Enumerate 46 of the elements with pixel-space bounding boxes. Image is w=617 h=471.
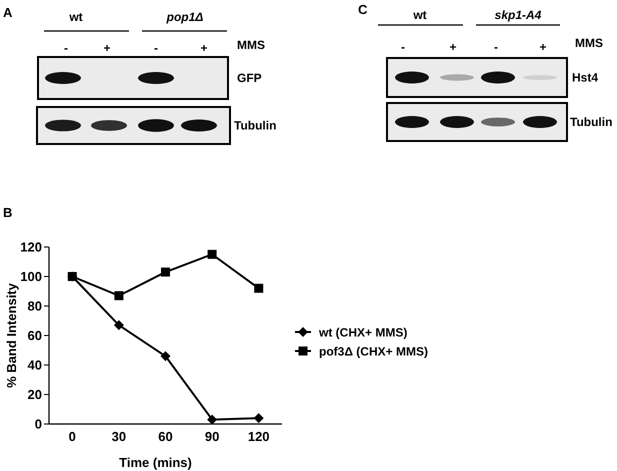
text: MMS bbox=[237, 38, 265, 52]
point bbox=[254, 413, 264, 424]
category-label: + bbox=[539, 40, 547, 54]
y-tick-label: 80 bbox=[28, 298, 42, 314]
point bbox=[68, 272, 77, 281]
point bbox=[254, 284, 264, 293]
point bbox=[161, 268, 170, 277]
y-tick-label: 100 bbox=[20, 269, 42, 284]
text: pop1Δ bbox=[166, 10, 204, 24]
point bbox=[207, 414, 218, 424]
x-axis-title: Time (mins) bbox=[119, 455, 192, 470]
category-label: - bbox=[64, 41, 68, 55]
text: GFP bbox=[237, 71, 262, 85]
y-axis-title: % Band Intensity bbox=[4, 282, 19, 388]
y-tick-label: 20 bbox=[28, 387, 42, 402]
category-label: - bbox=[401, 40, 405, 54]
text: wt bbox=[68, 10, 83, 24]
text: Tubulin bbox=[234, 118, 276, 132]
text: A bbox=[3, 5, 13, 20]
point bbox=[114, 320, 124, 330]
category-label: - bbox=[154, 41, 158, 55]
x-tick-label: 30 bbox=[112, 429, 126, 444]
legend-label: pof3Δ (CHX+ MMS) bbox=[319, 344, 428, 358]
text: Tubulin bbox=[570, 115, 612, 129]
point bbox=[208, 250, 217, 259]
text: wt bbox=[412, 8, 427, 22]
y-tick-label: 60 bbox=[28, 328, 42, 344]
category-label: + bbox=[200, 41, 208, 55]
x-tick-label: 0 bbox=[68, 429, 76, 444]
y-tick-label: 0 bbox=[34, 416, 42, 432]
point bbox=[160, 351, 170, 362]
category-label: + bbox=[449, 40, 457, 54]
category-label: - bbox=[494, 40, 498, 54]
x-tick-label: 60 bbox=[158, 429, 173, 444]
chart-title: B bbox=[3, 205, 12, 220]
text: C bbox=[358, 2, 368, 17]
y-tick-label: 40 bbox=[28, 358, 42, 373]
y-tick-label: 120 bbox=[20, 240, 42, 255]
category-label: + bbox=[103, 41, 111, 55]
text: Hst4 bbox=[572, 70, 598, 84]
text: skp1-A4 bbox=[494, 8, 542, 22]
legend-label: wt (CHX+ MMS) bbox=[318, 326, 408, 340]
x-tick-label: 90 bbox=[204, 429, 220, 444]
text: MMS bbox=[575, 36, 603, 50]
point bbox=[114, 291, 124, 300]
x-tick-label: 120 bbox=[248, 429, 270, 444]
